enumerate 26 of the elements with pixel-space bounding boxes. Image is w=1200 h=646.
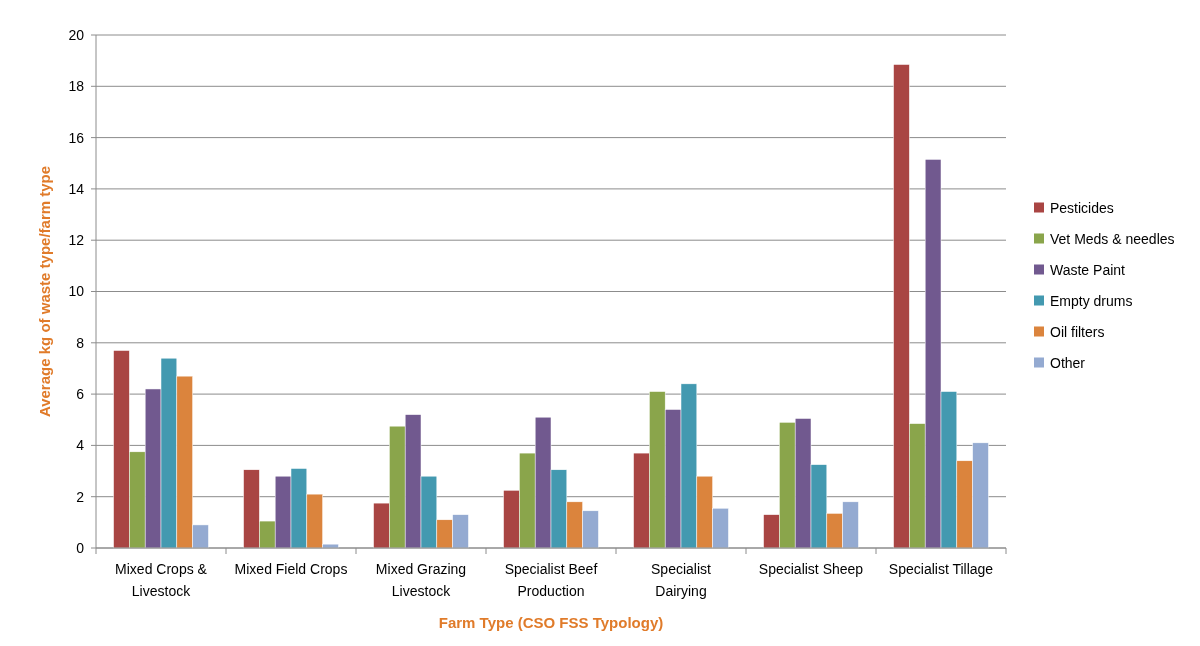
y-tick-label: 16 [68, 129, 85, 146]
legend-label: Vet Meds & needles [1050, 231, 1175, 248]
x-tick-label: Mixed Grazing Livestock [375, 561, 467, 599]
y-tick-label: 12 [68, 232, 85, 249]
legend-label: Other [1050, 355, 1086, 372]
y-tick-label: 18 [68, 78, 85, 95]
x-tick-label: Specialist Tillage [888, 561, 994, 577]
y-axis-title: Average kg of waste type/farm type [36, 165, 53, 418]
legend-label: Empty drums [1050, 293, 1133, 310]
x-tick-label: Mixed Field Crops [234, 561, 348, 577]
x-tick-label: Specialist Sheep [758, 561, 864, 577]
y-tick-label: 6 [76, 386, 85, 402]
y-tick-label: 0 [76, 539, 85, 556]
y-tick-label: 20 [68, 26, 85, 43]
y-tick-label: 2 [76, 488, 85, 505]
y-tick-label: 14 [68, 180, 85, 197]
y-tick-label: 10 [68, 283, 85, 300]
y-tick-label: 4 [76, 437, 85, 454]
legend-label: Pesticides [1050, 200, 1114, 217]
legend-label: Oil filters [1050, 324, 1105, 341]
legend-label: Waste Paint [1050, 262, 1126, 279]
x-tick-label: Specialist Beef Production [504, 561, 598, 599]
y-tick-label: 8 [76, 334, 85, 351]
x-tick-label: Specialist Dairying [651, 561, 712, 599]
x-axis-title: Farm Type (CSO FSS Typology) [438, 614, 664, 631]
x-tick-label: Mixed Crops & Livestock [115, 561, 208, 599]
